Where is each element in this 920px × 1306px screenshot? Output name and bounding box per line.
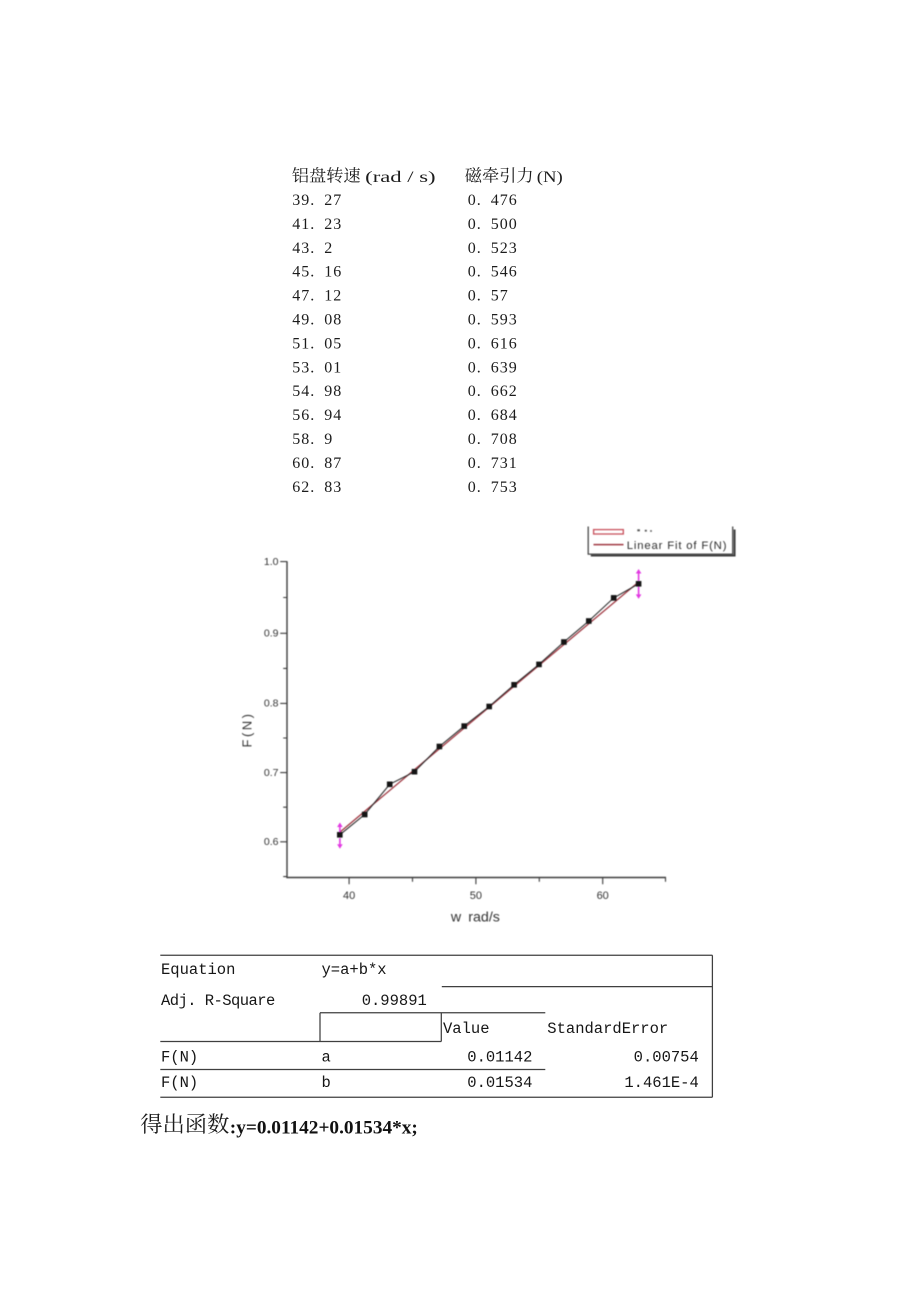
svg-text:0.99891: 0.99891	[362, 992, 427, 1010]
svg-text:0. 753: 0. 753	[468, 479, 518, 496]
svg-text:0. 523: 0. 523	[468, 240, 518, 257]
svg-text:47. 12: 47. 12	[292, 288, 342, 305]
svg-text:F(N): F(N)	[161, 1074, 198, 1092]
svg-text:39. 27: 39. 27	[292, 192, 342, 209]
svg-text:45. 16: 45. 16	[292, 264, 342, 281]
svg-text:62. 83: 62. 83	[292, 479, 342, 496]
svg-text:0. 708: 0. 708	[468, 431, 518, 448]
svg-text:0.01142: 0.01142	[467, 1049, 532, 1067]
svg-text:0. 684: 0. 684	[468, 407, 518, 424]
svg-text:41. 23: 41. 23	[292, 216, 342, 233]
svg-text:F(N): F(N)	[161, 1049, 198, 1067]
svg-text:Adj. R-Square: Adj. R-Square	[161, 992, 275, 1010]
svg-text:0. 500: 0. 500	[468, 216, 518, 233]
svg-text:F(N): F(N)	[240, 712, 255, 748]
svg-text:1.461E-4: 1.461E-4	[624, 1074, 698, 1092]
svg-text:60. 87: 60. 87	[292, 455, 342, 472]
svg-text:50: 50	[470, 890, 482, 902]
svg-text:43. 2: 43. 2	[292, 240, 333, 257]
svg-text:0.6: 0.6	[264, 836, 279, 848]
svg-text:0. 662: 0. 662	[468, 383, 518, 400]
svg-text:a: a	[322, 1049, 331, 1067]
svg-text:0.7: 0.7	[264, 767, 279, 779]
svg-text:b: b	[322, 1074, 331, 1092]
svg-text:0.9: 0.9	[264, 628, 279, 640]
svg-text:53. 01: 53. 01	[292, 359, 342, 376]
svg-text:0. 546: 0. 546	[468, 264, 518, 281]
svg-text:49. 08: 49. 08	[292, 312, 342, 329]
svg-text:0.00754: 0.00754	[634, 1049, 699, 1067]
svg-text:Linear Fit of F(N): Linear Fit of F(N)	[627, 540, 728, 552]
svg-text:54. 98: 54. 98	[292, 383, 342, 400]
svg-text:Value: Value	[443, 1020, 490, 1038]
svg-text:0. 731: 0. 731	[468, 455, 518, 472]
svg-text:0. 57: 0. 57	[468, 288, 509, 305]
svg-text:1.0: 1.0	[264, 556, 279, 568]
svg-text:51. 05: 51. 05	[292, 335, 342, 352]
svg-text:0.8: 0.8	[264, 698, 279, 710]
svg-text:56. 94: 56. 94	[292, 407, 342, 424]
svg-text::y=0.01142+0.01534*x;: :y=0.01142+0.01534*x;	[230, 1118, 418, 1139]
svg-text:0. 639: 0. 639	[468, 359, 518, 376]
svg-text:0. 593: 0. 593	[468, 312, 518, 329]
svg-text:58. 9: 58. 9	[292, 431, 333, 448]
svg-text:(N): (N)	[537, 169, 563, 186]
svg-text:Equation: Equation	[161, 961, 235, 979]
svg-text:w rad/s: w rad/s	[450, 910, 500, 925]
svg-text:0. 616: 0. 616	[468, 335, 518, 352]
svg-text:y=a+b*x: y=a+b*x	[322, 961, 387, 979]
svg-text:(rad / s): (rad / s)	[365, 169, 435, 186]
svg-text:0.01534: 0.01534	[467, 1074, 532, 1092]
svg-text:0. 476: 0. 476	[468, 192, 518, 209]
svg-text:60: 60	[597, 890, 609, 902]
svg-text:40: 40	[343, 890, 355, 902]
svg-text:StandardError: StandardError	[547, 1020, 668, 1038]
